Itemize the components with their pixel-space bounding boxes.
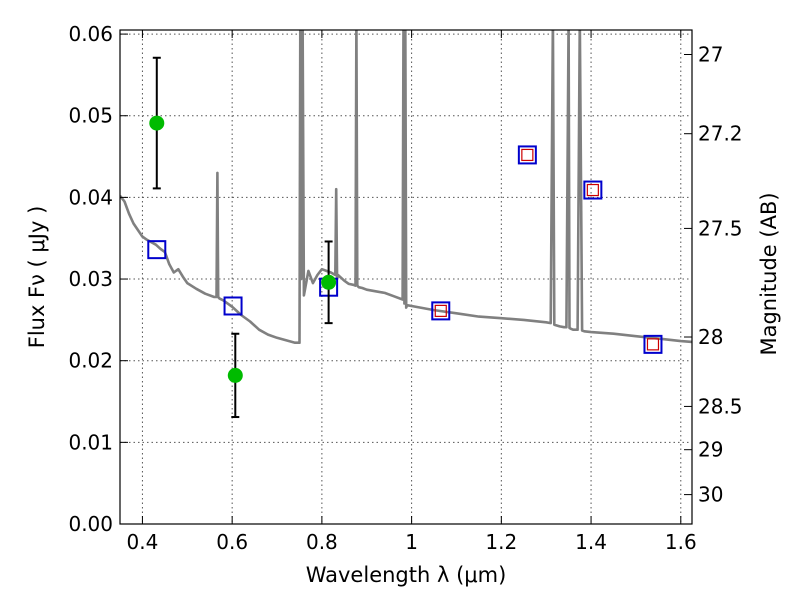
observed-point	[227, 332, 243, 419]
data-point	[321, 274, 337, 290]
x-tick-label: 1.4	[575, 530, 607, 554]
y-tick-label: 0.05	[68, 104, 113, 128]
axis-ticks	[120, 30, 692, 525]
upper-limit-square	[434, 304, 447, 317]
y-tick-label: 0.02	[68, 349, 113, 373]
observed-point	[149, 56, 165, 190]
x-tick-label: 1.6	[665, 530, 697, 554]
x-tick-label: 1.2	[485, 530, 517, 554]
right-tick-label: 28	[698, 325, 723, 349]
data-point	[227, 367, 243, 383]
observed-point	[321, 240, 337, 325]
axis-tick-labels: 0.4 0.6 0.8 1 1.2 1.4 1.6 0.00 0.01 0.02 0.03 0.04 0…	[68, 22, 742, 554]
right-tick-label: 30	[698, 483, 723, 507]
y-tick-label: 0.06	[68, 22, 113, 46]
y-axis-label-right: Magnitude (AB)	[757, 192, 781, 355]
right-tick-label: 27.2	[698, 122, 743, 146]
model-band-square	[583, 180, 603, 200]
x-tick-label: 1	[405, 530, 418, 554]
upper-limit-square	[646, 338, 660, 351]
right-tick-label: 28.5	[698, 394, 743, 418]
model-band-square	[223, 296, 243, 316]
plot-frame	[119, 29, 693, 525]
clipped-data	[120, 30, 692, 344]
model-band-square	[431, 301, 451, 321]
x-axis-label: Wavelength λ (μm)	[306, 563, 507, 587]
model-spectrum-line	[120, 30, 692, 344]
upper-limit-square	[586, 183, 599, 197]
right-tick-label: 27.5	[698, 216, 743, 240]
upper-limit-square	[521, 148, 534, 162]
y-tick-label: 0.03	[68, 267, 113, 291]
x-tick-label: 0.6	[216, 530, 248, 554]
y-tick-label: 0.01	[68, 430, 113, 454]
data-series	[120, 30, 692, 419]
right-tick-label: 29	[698, 438, 723, 462]
data-point	[149, 115, 165, 131]
y-axis-label-left: Flux Fν ( μJy )	[25, 206, 49, 349]
model-band-square	[147, 240, 167, 260]
y-tick-label: 0.00	[68, 512, 113, 536]
x-tick-label: 0.4	[127, 530, 159, 554]
y-tick-label: 0.04	[68, 185, 113, 209]
x-tick-label: 0.8	[306, 530, 338, 554]
model-band-square	[643, 334, 663, 354]
right-tick-label: 27	[698, 42, 723, 66]
model-band-square	[517, 145, 537, 165]
